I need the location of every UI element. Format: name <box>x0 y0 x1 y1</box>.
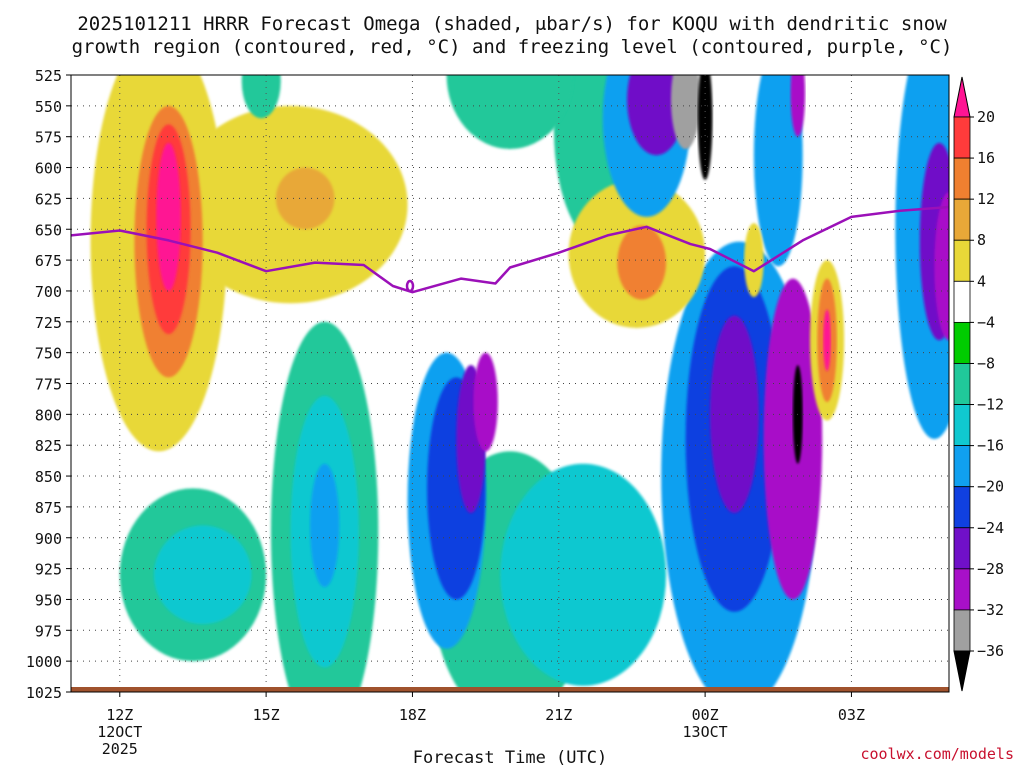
freezing-level-line <box>71 205 949 294</box>
colorbar-label-11: −28 <box>977 560 1004 578</box>
colorbar-label-8: −16 <box>977 437 1004 455</box>
omega-cell-5 <box>500 463 667 686</box>
colorbar-box-10 <box>953 527 971 570</box>
colorbar-box-8 <box>953 445 971 488</box>
colorbar-label-4: 4 <box>977 272 986 290</box>
colorbar-box-5 <box>953 321 971 364</box>
x-tick-sublabel-00Z: 13OCT <box>683 723 728 741</box>
omega-cell-39 <box>823 309 831 372</box>
omega-cell-19 <box>153 525 252 625</box>
colorbar-box-1 <box>953 157 971 200</box>
y-tick-label-1025: 1025 <box>26 684 62 702</box>
omega-cell-27 <box>156 142 181 291</box>
x-tick-sublabel-12Z: 12OCT <box>97 723 142 741</box>
y-tick-label-775: 775 <box>35 376 62 394</box>
chart-title-line2: growth region (contoured, red, °C) and f… <box>72 36 953 58</box>
x-tick-year-12Z: 2025 <box>102 740 138 758</box>
omega-cell-13 <box>446 75 574 150</box>
omega-cell-35 <box>697 75 713 180</box>
omega-cell-18 <box>753 75 803 267</box>
omega-cell-20 <box>709 315 759 514</box>
y-tick-label-800: 800 <box>35 406 62 424</box>
colorbar-label-6: −8 <box>977 354 995 372</box>
y-tick-label-875: 875 <box>35 499 62 517</box>
omega-cell-34 <box>473 352 498 452</box>
x-tick-label-03Z: 03Z <box>838 706 865 724</box>
omega-cell-36 <box>744 223 764 298</box>
y-tick-label-600: 600 <box>35 160 62 178</box>
omega-shading <box>90 75 949 692</box>
colorbar-label-2: 12 <box>977 190 995 208</box>
plot-area <box>71 75 949 692</box>
colorbar-label-5: −4 <box>977 313 995 331</box>
y-tick-label-825: 825 <box>35 437 62 455</box>
x-tick-label-21Z: 21Z <box>545 706 572 724</box>
colorbar-label-1: 16 <box>977 149 995 167</box>
y-axis: 525 550 575 600 625 650 675 700 725 750 775 800 825 8… <box>26 67 71 702</box>
omega-cell-29 <box>617 225 667 300</box>
x-tick-label-00Z: 00Z <box>692 706 719 724</box>
y-tick-label-850: 850 <box>35 468 62 486</box>
y-tick-label-700: 700 <box>35 283 62 301</box>
y-tick-label-750: 750 <box>35 345 62 363</box>
y-tick-label-925: 925 <box>35 561 62 579</box>
y-tick-label-725: 725 <box>35 314 62 332</box>
y-tick-label-525: 525 <box>35 67 62 85</box>
omega-cell-30 <box>310 463 340 588</box>
colorbar-box-0 <box>953 116 971 159</box>
colorbar-box-7 <box>953 404 971 447</box>
credit-text: coolwx.com/models <box>860 745 1014 763</box>
y-tick-label-900: 900 <box>35 530 62 548</box>
freezing-level-ring <box>405 279 415 293</box>
colorbar-box-2 <box>953 198 971 241</box>
grid-lines <box>71 75 949 692</box>
y-tick-label-550: 550 <box>35 98 62 116</box>
chart-title-line1: 2025101211 HRRR Forecast Omega (shaded, … <box>77 13 947 35</box>
colorbar-box-9 <box>953 486 971 529</box>
x-tick-label-15Z: 15Z <box>253 706 280 724</box>
y-tick-label-950: 950 <box>35 591 62 609</box>
omega-cell-31 <box>670 75 701 150</box>
omega-cell-26 <box>934 192 949 341</box>
y-tick-label-575: 575 <box>35 129 62 147</box>
colorbar-top-arrow <box>953 76 971 118</box>
colorbar: 20 16 12 8 4 −4 −8 −12 −16 −20 −24 −28 −32 −36 <box>953 76 1004 692</box>
y-tick-label-650: 650 <box>35 221 62 239</box>
colorbar-label-9: −20 <box>977 478 1004 496</box>
colorbar-box-11 <box>953 568 971 611</box>
colorbar-box-6 <box>953 363 971 405</box>
omega-cell-23 <box>627 75 686 156</box>
omega-cell-37 <box>790 75 806 137</box>
colorbar-label-7: −12 <box>977 396 1004 414</box>
colorbar-label-10: −24 <box>977 519 1004 537</box>
x-axis-label: Forecast Time (UTC) <box>413 748 607 768</box>
surface-ground-strip <box>71 687 949 692</box>
freezing-level-layer <box>71 205 949 294</box>
x-tick-label-12Z: 12Z <box>106 706 133 724</box>
y-tick-label-1000: 1000 <box>26 653 62 671</box>
y-tick-label-625: 625 <box>35 190 62 208</box>
colorbar-label-3: 8 <box>977 231 986 249</box>
colorbar-box-3 <box>953 239 971 282</box>
colorbar-box-4 <box>953 280 971 323</box>
omega-cell-32 <box>241 75 281 119</box>
colorbar-label-12: −32 <box>977 601 1004 619</box>
colorbar-label-13: −36 <box>977 642 1004 660</box>
colorbar-label-0: 20 <box>977 108 995 126</box>
omega-cell-12 <box>763 278 823 600</box>
y-tick-label-675: 675 <box>35 252 62 270</box>
colorbar-bottom-arrow <box>953 650 971 692</box>
x-tick-label-18Z: 18Z <box>399 706 426 724</box>
colorbar-box-12 <box>953 609 971 652</box>
y-tick-label-975: 975 <box>35 622 62 640</box>
